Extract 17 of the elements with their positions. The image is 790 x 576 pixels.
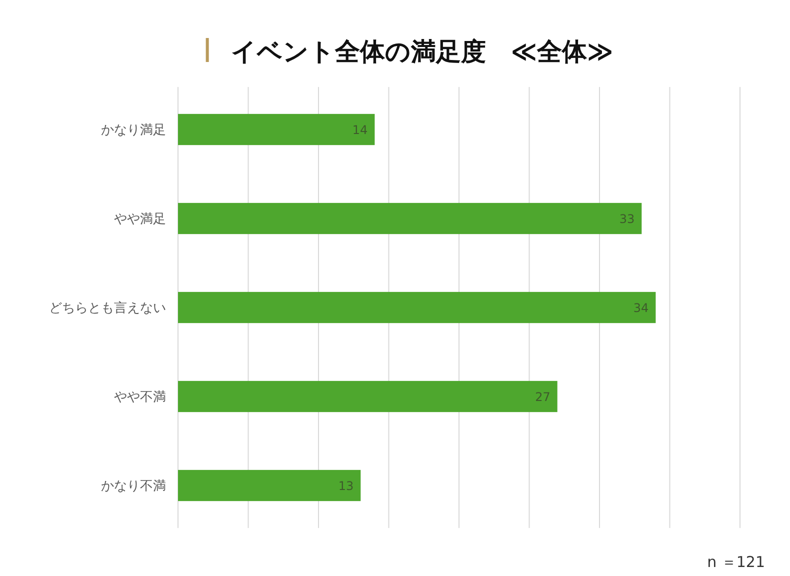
bar [178, 202, 642, 234]
bar [178, 114, 375, 146]
y-tick-label: かなり不満 [101, 479, 166, 494]
y-tick-label: かなり満足 [101, 123, 166, 138]
data-label: 27 [535, 390, 550, 404]
bar [178, 470, 361, 502]
text: n ＝121 [707, 553, 765, 571]
title-group: イベント全体の満足度 ≪全体≫ [230, 37, 614, 66]
y-tick-label: やや不満 [114, 390, 166, 405]
bar [178, 380, 558, 412]
y-tick-label: どちらとも言えない [49, 300, 166, 316]
data-label: 14 [352, 123, 368, 137]
bar [178, 292, 656, 324]
y-tick-label: やや満足 [114, 212, 166, 227]
data-label: 34 [633, 301, 649, 315]
data-label: 33 [619, 212, 635, 226]
data-label: 13 [338, 479, 354, 493]
